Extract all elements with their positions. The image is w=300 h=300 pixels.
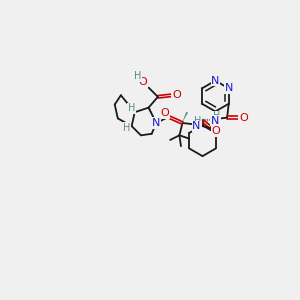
Polygon shape [182,112,188,123]
Text: H: H [134,71,142,81]
Text: H: H [194,116,202,127]
Text: N: N [211,76,220,86]
Text: N: N [211,116,219,126]
Text: O: O [239,112,248,123]
Text: H: H [128,103,135,113]
Text: O: O [211,127,220,136]
Text: N: N [192,121,200,131]
Text: O: O [172,90,181,100]
Polygon shape [148,107,156,123]
Text: N: N [152,118,160,128]
Text: H: H [123,123,131,133]
Text: O: O [160,108,169,118]
Text: O: O [139,77,148,87]
Text: H: H [213,111,220,121]
Text: N: N [224,83,233,93]
